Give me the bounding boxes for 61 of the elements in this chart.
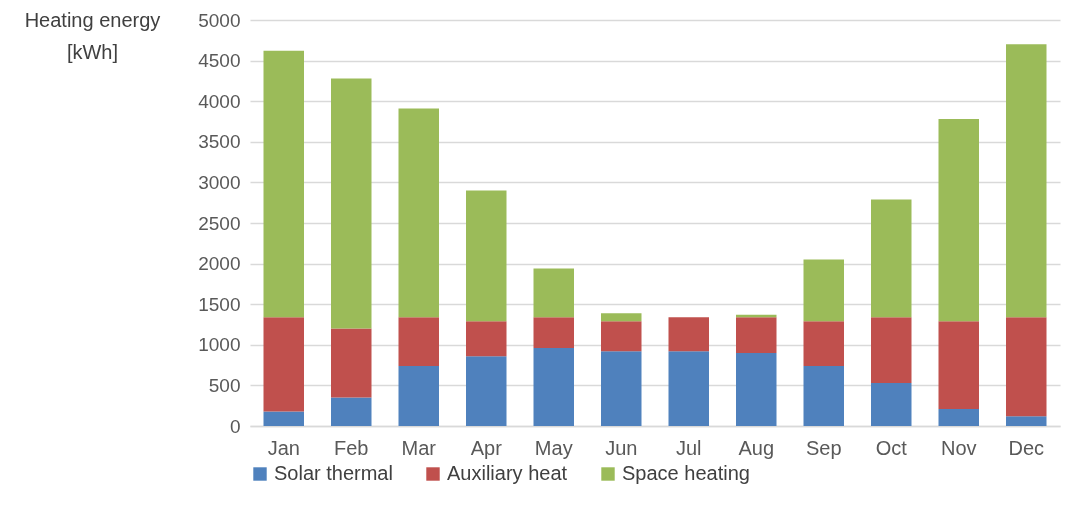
bar: [331, 78, 372, 329]
y-axis-title: Heating energy [kWh]: [24, 8, 161, 63]
bar: [466, 190, 507, 322]
y-tick-label: 3500: [198, 131, 241, 153]
y-tick-label: 2000: [198, 253, 241, 275]
bar: [331, 397, 372, 426]
bar: [263, 411, 304, 426]
bar: [263, 50, 304, 318]
bar: [1006, 416, 1047, 426]
bar: [736, 317, 777, 353]
bar: [1006, 317, 1047, 417]
legend-label: Auxiliary heat: [447, 462, 568, 484]
y-tick-label: 4000: [198, 90, 241, 112]
bar: [871, 382, 912, 426]
bar: [398, 365, 439, 426]
x-tick-label: Dec: [1008, 436, 1045, 459]
x-tick-label: May: [534, 436, 573, 459]
bar: [533, 317, 574, 349]
x-tick-label: Oct: [875, 436, 908, 459]
x-tick-label: Aug: [738, 436, 775, 459]
x-tick-label: Mar: [401, 436, 437, 459]
bar: [668, 351, 709, 426]
y-tick-label: 1000: [198, 334, 241, 356]
bar: [466, 321, 507, 357]
legend-label: Solar thermal: [274, 462, 393, 484]
bar: [331, 328, 372, 398]
x-tick-label: Jun: [605, 436, 638, 459]
bar: [871, 317, 912, 383]
bar: [601, 351, 642, 426]
bar: [803, 259, 844, 322]
x-tick-label: Apr: [470, 436, 503, 459]
bar: [1006, 44, 1047, 318]
x-tick-label: Jan: [267, 436, 300, 459]
x-tick-label: Jul: [675, 436, 702, 459]
x-tick-label: Sep: [805, 436, 842, 459]
x-tick-label: Nov: [940, 436, 977, 459]
bar: [803, 365, 844, 426]
bar: [938, 119, 979, 322]
bar: [601, 313, 642, 322]
bar: [871, 199, 912, 318]
bar: [263, 317, 304, 412]
bar: [938, 408, 979, 426]
x-tick-label: Feb: [334, 436, 369, 459]
bar: [533, 268, 574, 318]
y-tick-label: 2500: [198, 212, 241, 234]
bar: [668, 317, 709, 352]
bar: [466, 356, 507, 426]
bar: [601, 321, 642, 352]
bar: [938, 321, 979, 409]
y-tick-label: 4500: [198, 50, 241, 72]
y-tick-label: 3000: [198, 171, 241, 193]
y-tick-label: 0: [229, 415, 241, 437]
bar: [398, 317, 439, 366]
y-tick-label: 1500: [198, 293, 241, 315]
bar: [736, 352, 777, 426]
y-tick-label: 5000: [198, 9, 241, 31]
y-tick-label: 500: [208, 374, 241, 396]
bar: [533, 348, 574, 426]
legend-label: Space heating: [622, 462, 750, 484]
bar: [398, 108, 439, 318]
bar: [803, 321, 844, 366]
